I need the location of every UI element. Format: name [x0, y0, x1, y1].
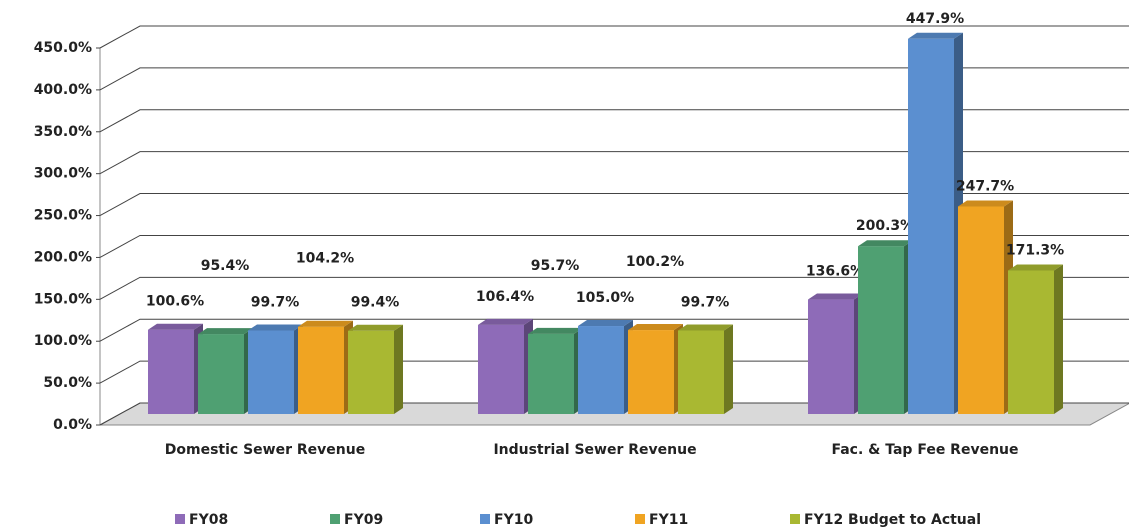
bar-top	[348, 324, 403, 331]
bar-front	[908, 38, 954, 414]
grid-line	[99, 276, 1129, 300]
bar	[578, 320, 633, 414]
data-label: 104.2%	[296, 251, 354, 267]
y-tick-label: 400.0%	[34, 82, 92, 98]
bar-front	[298, 326, 344, 414]
bar-side	[1054, 264, 1063, 414]
data-label: 136.6%	[806, 264, 864, 280]
y-tick-label: 0.0%	[53, 417, 92, 433]
y-tick-label: 50.0%	[43, 375, 92, 391]
legend-swatch	[175, 514, 185, 524]
data-label: 100.2%	[626, 254, 684, 270]
bar	[348, 324, 403, 414]
bar-front	[578, 326, 624, 414]
y-tick-label: 150.0%	[34, 291, 92, 307]
bar	[248, 324, 303, 414]
grid-line	[99, 360, 1129, 384]
bar-top	[578, 320, 633, 327]
bar	[478, 318, 533, 414]
grid-line	[99, 25, 1129, 49]
data-label: 106.4%	[476, 289, 534, 305]
bar-front	[198, 334, 244, 414]
bar	[1008, 264, 1063, 414]
bar	[858, 240, 913, 414]
y-tick-label: 300.0%	[34, 166, 92, 182]
bar-front	[148, 329, 194, 414]
x-tick-label: Fac. & Tap Fee Revenue	[831, 442, 1018, 458]
bar	[628, 324, 683, 414]
bar-top	[958, 200, 1013, 207]
data-label: 99.7%	[681, 294, 730, 310]
bar-top	[808, 293, 863, 300]
bar-front	[528, 333, 574, 414]
bar-top	[248, 324, 303, 331]
bar	[958, 200, 1013, 414]
legend-label: FY09	[344, 512, 383, 528]
data-label: 247.7%	[956, 178, 1014, 194]
grid-line	[99, 67, 1129, 91]
bar-top	[628, 324, 683, 331]
bar-front	[808, 299, 854, 414]
bar	[808, 293, 863, 414]
y-tick-label: 200.0%	[34, 249, 92, 265]
bar-front	[958, 206, 1004, 414]
bar-top	[198, 328, 253, 335]
grid-line	[99, 402, 1129, 426]
grid-line	[99, 151, 1129, 175]
bar	[198, 328, 253, 414]
y-tick-label: 350.0%	[34, 124, 92, 140]
bar	[908, 32, 963, 414]
data-label: 100.6%	[146, 294, 204, 310]
bar-front	[858, 246, 904, 414]
legend-swatch	[790, 514, 800, 524]
y-tick-label: 100.0%	[34, 333, 92, 349]
bar-front	[478, 324, 524, 414]
legend-swatch	[635, 514, 645, 524]
grid-line	[99, 109, 1129, 133]
legend-label: FY10	[494, 512, 533, 528]
data-label: 95.4%	[201, 258, 250, 274]
bar-top	[478, 318, 533, 325]
data-label: 95.7%	[531, 258, 580, 274]
bar-top	[528, 327, 583, 334]
bar-front	[348, 330, 394, 414]
data-label: 171.3%	[1006, 242, 1064, 258]
grid-line	[99, 318, 1129, 342]
legend-label: FY12 Budget to Actual	[804, 512, 981, 528]
bar-top	[298, 320, 353, 327]
grid-line	[99, 193, 1129, 216]
data-label: 105.0%	[576, 290, 634, 306]
bar-side	[394, 324, 403, 414]
data-label: 99.4%	[351, 295, 400, 311]
y-tick-label: 450.0%	[34, 40, 92, 56]
bar-front	[1008, 270, 1054, 414]
data-label: 447.9%	[906, 11, 964, 27]
y-tick-label: 250.0%	[34, 208, 92, 224]
bar-front	[678, 330, 724, 414]
legend-swatch	[330, 514, 340, 524]
bar-top	[1008, 264, 1063, 271]
legend-label: FY08	[189, 512, 228, 528]
x-tick-label: Domestic Sewer Revenue	[165, 442, 365, 458]
bar-front	[628, 330, 674, 414]
grid-line	[99, 234, 1129, 258]
bar	[528, 327, 583, 414]
bar-front	[248, 330, 294, 414]
bar	[148, 323, 203, 414]
bar-top	[678, 324, 733, 331]
bar	[678, 324, 733, 414]
bar	[298, 320, 353, 414]
bar-top	[858, 240, 913, 247]
x-tick-label: Industrial Sewer Revenue	[493, 442, 696, 458]
bar-side	[724, 324, 733, 414]
data-label: 200.3%	[856, 218, 914, 234]
bar-top	[908, 32, 963, 39]
data-label: 99.7%	[251, 294, 300, 310]
legend-swatch	[480, 514, 490, 524]
legend-label: FY11	[649, 512, 688, 528]
bar-top	[148, 323, 203, 330]
